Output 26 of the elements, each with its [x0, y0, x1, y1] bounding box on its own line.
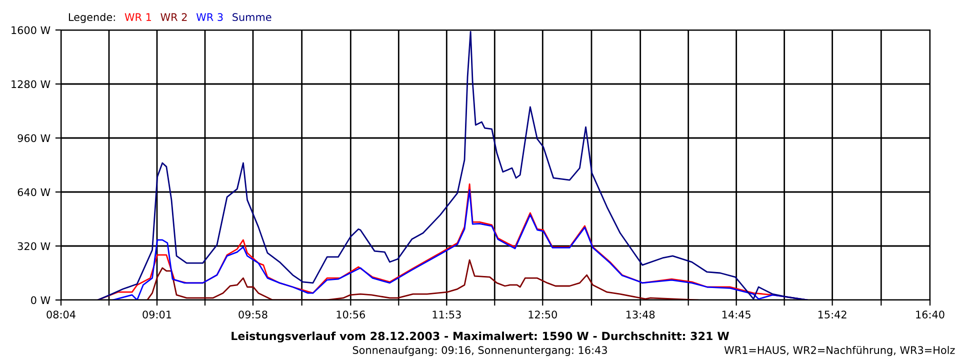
- y-tick-label: 320 W: [18, 242, 50, 250]
- x-tick-label: 15:42: [818, 310, 846, 318]
- text: WR 1: [124, 13, 151, 21]
- y-tick-label: 1280 W: [12, 80, 50, 88]
- text: Sonnenaufgang: 09:16, Sonnenuntergang: 16:43: [352, 346, 607, 356]
- x-tick-label: 09:58: [238, 310, 268, 318]
- x-tick-label: 11:53: [432, 310, 461, 318]
- line-series: [146, 259, 699, 300]
- x-tick-label: 16:40: [916, 310, 944, 318]
- text: WR 2: [160, 13, 187, 21]
- text: Summe: [232, 13, 272, 22]
- x-tick-label: 10:56: [336, 310, 366, 318]
- text: Leistungsverlauf vom 28.12.2003 - Maximalwert: 1590 W - Durchschnitt: 321 W: [232, 332, 730, 342]
- y-tick-label: 640 W: [18, 188, 50, 196]
- x-tick-label: 13:48: [626, 310, 655, 318]
- x-tick-label: 14:45: [722, 310, 750, 318]
- x-tick-label: 08:04: [46, 310, 76, 318]
- text: WR1=HAUS, WR2=Nachführung, WR3=Holz: [724, 346, 955, 356]
- y-tick-label: 0 W: [31, 296, 50, 304]
- y-tick-label: 960 W: [18, 134, 50, 142]
- x-tick-label: 12:50: [528, 310, 557, 318]
- legend-title: Legende:: [68, 12, 115, 24]
- x-tick-label: 09:01: [142, 310, 172, 318]
- line-series: [97, 30, 808, 300]
- text: WR 3: [196, 13, 223, 22]
- y-tick-label: 1600 W: [12, 26, 50, 34]
